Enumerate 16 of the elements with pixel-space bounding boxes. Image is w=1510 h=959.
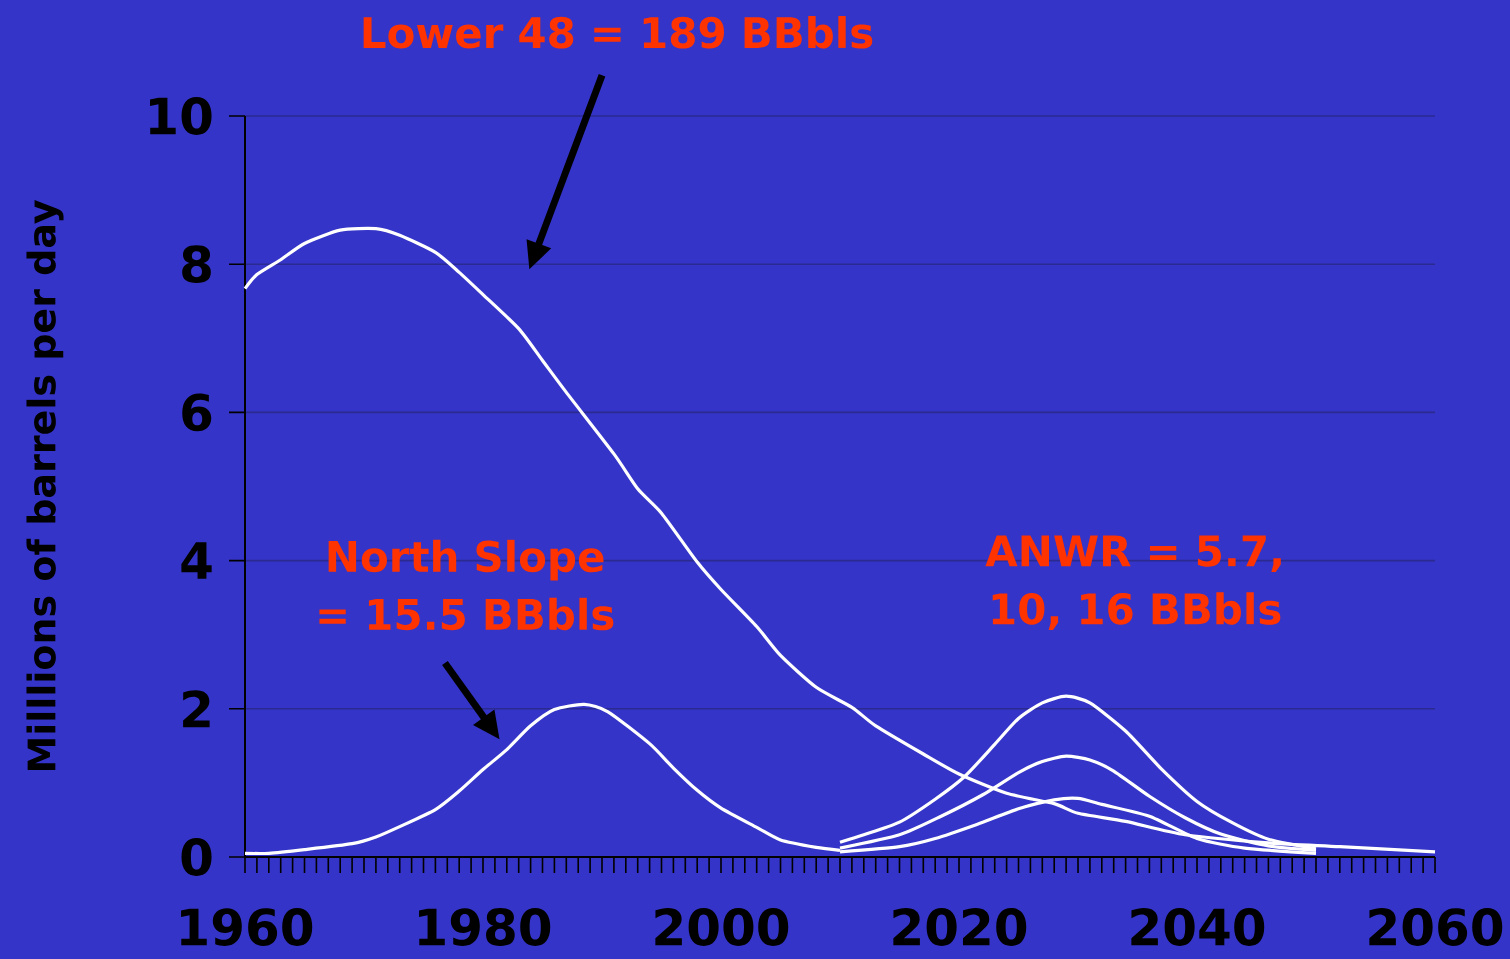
x-tick-label: 1960	[181, 908, 313, 946]
annotation: ANWR = 5.7, 10, 16 BBbls	[985, 535, 1281, 631]
x-tick-label: 1980	[419, 908, 551, 946]
y-tick-label: 6	[182, 393, 212, 432]
y-tick-label: 10	[150, 97, 212, 135]
y-tick-label: 8	[182, 245, 211, 284]
x-tick-label: 2000	[655, 908, 789, 946]
annotation: North Slope = 15.5 BBbls	[319, 539, 614, 631]
x-tick-label: 2060	[1369, 908, 1503, 946]
y-axis-title: Milllions of barrels per day	[26, 200, 64, 771]
y-tick-label: 2	[183, 690, 210, 728]
y-tick-label: 4	[181, 542, 212, 579]
x-tick-label: 2020	[893, 908, 1027, 946]
text: Lower 48 = 189 BBbls	[363, 16, 873, 49]
y-tick-label: 0	[181, 838, 212, 876]
x-tick-label: 2040	[1131, 908, 1265, 946]
